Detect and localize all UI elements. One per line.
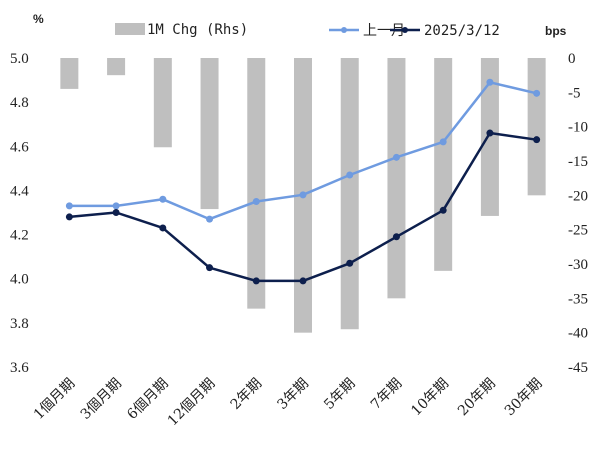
series-1-point-7 (346, 171, 354, 179)
left-tick-label: 4.8 (10, 95, 29, 111)
left-tick-label: 4.2 (10, 228, 29, 244)
right-tick-label: -20 (568, 188, 588, 204)
legend-marker-current (402, 27, 408, 33)
right-tick-label: -40 (568, 326, 588, 342)
series-2-point-4 (206, 264, 214, 272)
category-label: 3年期 (274, 376, 311, 413)
legend-label-bars: 1M Chg (Rhs) (147, 22, 248, 38)
category-label: 3個月期 (78, 376, 125, 423)
right-tick-label: -35 (568, 291, 588, 307)
series-1-point-10 (486, 78, 494, 86)
bar-8 (387, 58, 406, 299)
series-2-point-6 (299, 277, 307, 285)
bar-3 (153, 58, 172, 148)
line-group (65, 78, 541, 285)
series-1-point-6 (299, 191, 307, 199)
series-2-point-1 (65, 213, 73, 221)
legend-marker-prev-month (341, 27, 347, 33)
left-tick-label: 3.8 (10, 316, 29, 332)
bar-11 (527, 58, 546, 196)
category-label: 1個月期 (31, 376, 78, 423)
right-axis-unit: bps (545, 24, 567, 38)
bar-5 (247, 58, 266, 309)
right-tick-label: 0 (568, 51, 576, 67)
series-2-point-10 (486, 129, 494, 137)
series-2-point-9 (439, 206, 447, 214)
right-tick-label: -5 (568, 85, 581, 101)
series-2-point-11 (533, 136, 541, 144)
left-tick-label: 3.6 (10, 360, 29, 376)
right-tick-label: -10 (568, 120, 588, 136)
series-1-point-3 (159, 195, 167, 203)
bar-7 (340, 58, 359, 330)
category-label: 20年期 (455, 376, 499, 420)
category-label: 10年期 (408, 376, 452, 420)
left-tick-label: 5.0 (10, 51, 29, 67)
bar-4 (200, 58, 219, 210)
category-label: 30年期 (502, 376, 546, 420)
series-1-point-1 (65, 202, 73, 210)
series-2-point-7 (346, 259, 354, 267)
legend: 1M Chg (Rhs) 上一月 2025/3/12 (115, 22, 500, 39)
category-label: 6個月期 (124, 376, 171, 423)
series-1-point-9 (439, 138, 447, 146)
left-tick-label: 4.4 (10, 183, 29, 199)
category-label: 7年期 (368, 376, 405, 413)
left-axis-unit: % (33, 12, 44, 26)
series-2-point-2 (112, 209, 120, 216)
left-tick-label: 4.6 (10, 139, 29, 155)
series-1-point-4 (206, 215, 214, 223)
series-1-point-2 (112, 202, 120, 210)
series-1-point-8 (392, 153, 400, 161)
legend-swatch-bars (115, 23, 145, 35)
right-tick-label: -30 (568, 257, 588, 273)
right-axis: 0 -5 -10 -15 -20 -25 -30 -35 -40 -45 (568, 51, 588, 376)
series-2-point-3 (159, 224, 167, 232)
bar-2 (107, 58, 126, 76)
legend-label-current: 2025/3/12 (424, 23, 500, 39)
left-tick-label: 4.0 (10, 272, 29, 288)
category-label: 12個月期 (165, 376, 219, 430)
series-2-point-8 (392, 233, 400, 241)
series-2-point-5 (252, 277, 260, 285)
right-tick-label: -45 (568, 360, 588, 376)
bar-10 (480, 58, 499, 216)
right-tick-label: -25 (568, 223, 588, 239)
series-1-point-5 (252, 197, 260, 205)
category-label: 5年期 (321, 376, 358, 413)
series-1-point-11 (533, 89, 541, 97)
right-tick-label: -15 (568, 154, 588, 170)
legend-label-prev-month: 上一月 (363, 23, 405, 39)
category-label: 2年期 (228, 376, 265, 413)
left-axis: 5.0 4.8 4.6 4.4 4.2 4.0 3.8 3.6 (10, 51, 29, 376)
bar-1 (60, 58, 79, 89)
bar-9 (434, 58, 453, 271)
